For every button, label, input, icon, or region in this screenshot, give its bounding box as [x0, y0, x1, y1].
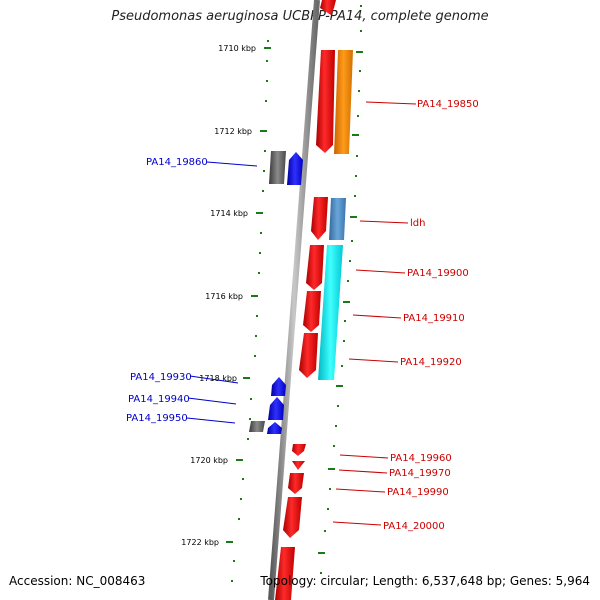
cds-arrow-19840[interactable] [316, 50, 335, 153]
cds-arrow-19970[interactable] [292, 461, 305, 470]
gene-label-PA14_19970[interactable]: PA14_19970 [389, 468, 451, 479]
gene-label-PA14_19990[interactable]: PA14_19990 [387, 487, 449, 498]
cds-arrow-19990[interactable] [288, 473, 304, 494]
ruler-tick-1716: 1716 kbp [205, 292, 258, 301]
ruler-label-1720: 1720 kbp [190, 456, 228, 465]
gene-label-PA14_19930[interactable]: PA14_19930 [130, 372, 192, 383]
ruler-tick-1714: 1714 kbp [210, 209, 263, 218]
cds-arrow-top[interactable] [320, 0, 336, 15]
cyan-feature[interactable] [318, 245, 343, 380]
cds-arrow-bottom[interactable] [275, 547, 295, 600]
blue-arrow-19940[interactable] [268, 397, 284, 420]
gene-label-PA14_19920[interactable]: PA14_19920 [400, 357, 462, 368]
ruler-tick-1720: 1720 kbp [190, 456, 243, 465]
accession-text: Accession: NC_008463 [9, 574, 146, 588]
gene-label-ldh[interactable]: ldh [410, 218, 425, 229]
genome-backbone [268, 0, 320, 600]
cds-arrow-19960[interactable] [292, 444, 306, 456]
ruler-label-1722: 1722 kbp [181, 538, 219, 547]
ruler-label-1710: 1710 kbp [218, 44, 256, 53]
ruler-label-1718: 1718 kbp [199, 374, 237, 383]
gene-label-PA14_19910[interactable]: PA14_19910 [403, 313, 465, 324]
gene-label-PA14_19950[interactable]: PA14_19950 [126, 413, 188, 424]
gene-label-PA14_19860[interactable]: PA14_19860 [146, 157, 208, 168]
ruler-left-dots [231, 40, 269, 582]
cds-arrow-20000[interactable] [283, 497, 302, 538]
gene-label-PA14_19900[interactable]: PA14_19900 [407, 268, 469, 279]
ruler-label-1716: 1716 kbp [205, 292, 243, 301]
blue-arrow-19950[interactable] [267, 422, 282, 434]
ruler-tick-1712: 1712 kbp [214, 127, 267, 136]
cds-arrow-19900[interactable] [303, 291, 321, 332]
cds-arrow-19890[interactable] [306, 245, 324, 290]
gene-label-PA14_19960[interactable]: PA14_19960 [390, 453, 452, 464]
gene-label-PA14_19940[interactable]: PA14_19940 [128, 394, 190, 405]
gray-feature-19860[interactable] [269, 151, 286, 184]
ruler-tick-1722: 1722 kbp [181, 538, 233, 547]
right-leader-lines [332, 101, 417, 526]
ruler-label-1714: 1714 kbp [210, 209, 248, 218]
steelblue-feature[interactable] [329, 198, 346, 240]
ruler-label-1712: 1712 kbp [214, 127, 252, 136]
ruler-tick-1718: 1718 kbp [199, 374, 250, 383]
left-leader-lines [186, 161, 258, 424]
gene-label-PA14_20000[interactable]: PA14_20000 [383, 521, 445, 532]
blue-arrow-19930[interactable] [271, 377, 286, 396]
cds-arrow-19910[interactable] [299, 333, 318, 378]
blue-arrow-19860[interactable] [287, 152, 303, 185]
topology-text: Topology: circular; Length: 6,537,648 bp… [260, 574, 590, 588]
gray-feature-19950[interactable] [249, 421, 265, 432]
ruler-tick-1710: 1710 kbp [218, 44, 271, 53]
map-title: Pseudomonas aeruginosa UCBPP-PA14, compl… [111, 9, 489, 24]
ruler-right-dots [318, 5, 363, 574]
cds-arrow-19880[interactable] [311, 197, 328, 240]
gene-label-PA14_19850[interactable]: PA14_19850 [417, 99, 479, 110]
orange-feature[interactable] [334, 50, 353, 154]
forward-cds-arrows [275, 0, 336, 600]
